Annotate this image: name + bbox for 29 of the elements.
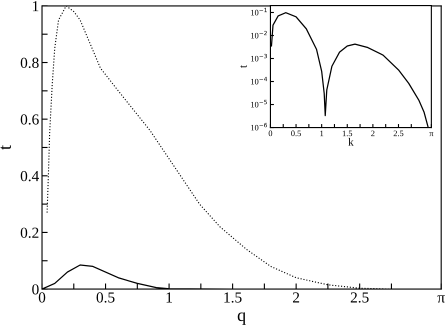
y-axis-title: t (240, 65, 247, 68)
y-tick-label: 1 (32, 1, 38, 12)
x-tick-label: 0.5 (291, 130, 301, 136)
x-tick-label: 2 (371, 130, 375, 136)
y-tick-label: 0.6 (20, 114, 39, 125)
y-tick-label: 10$^{−1}$ (251, 8, 267, 16)
y-tick-label: 10$^{−2}$ (251, 30, 267, 38)
x-tick-label: π (429, 132, 434, 136)
y-tick-label: 10$^{−6}$ (251, 122, 268, 130)
x-axis-title: k (348, 138, 354, 146)
x-tick-label: 1 (166, 292, 172, 302)
x-tick-label: 2.5 (394, 130, 404, 136)
x-tick-label: 1.5 (224, 292, 242, 303)
x-tick-label: 0.5 (96, 292, 114, 303)
x-tick-label: 2.5 (350, 292, 369, 303)
y-tick-label: 0 (32, 284, 39, 295)
y-tick-label: 10$^{−5}$ (251, 100, 267, 108)
y-tick-label: 0.8 (20, 58, 39, 68)
x-axis-title: q (238, 312, 246, 325)
x-tick-label: 2 (292, 292, 300, 302)
y-tick-label: 10$^{−3}$ (251, 54, 267, 62)
x-tick-label: π (438, 295, 445, 303)
x-tick-label: 0 (268, 130, 272, 136)
y-tick-label: 0.2 (20, 228, 38, 238)
y-tick-label: 10$^{−4}$ (251, 76, 268, 84)
y-axis-title: t (0, 145, 11, 150)
x-tick-label: 1.5 (342, 130, 352, 136)
x-tick-label: 1 (320, 130, 324, 136)
y-tick-label: 0.4 (20, 170, 39, 182)
